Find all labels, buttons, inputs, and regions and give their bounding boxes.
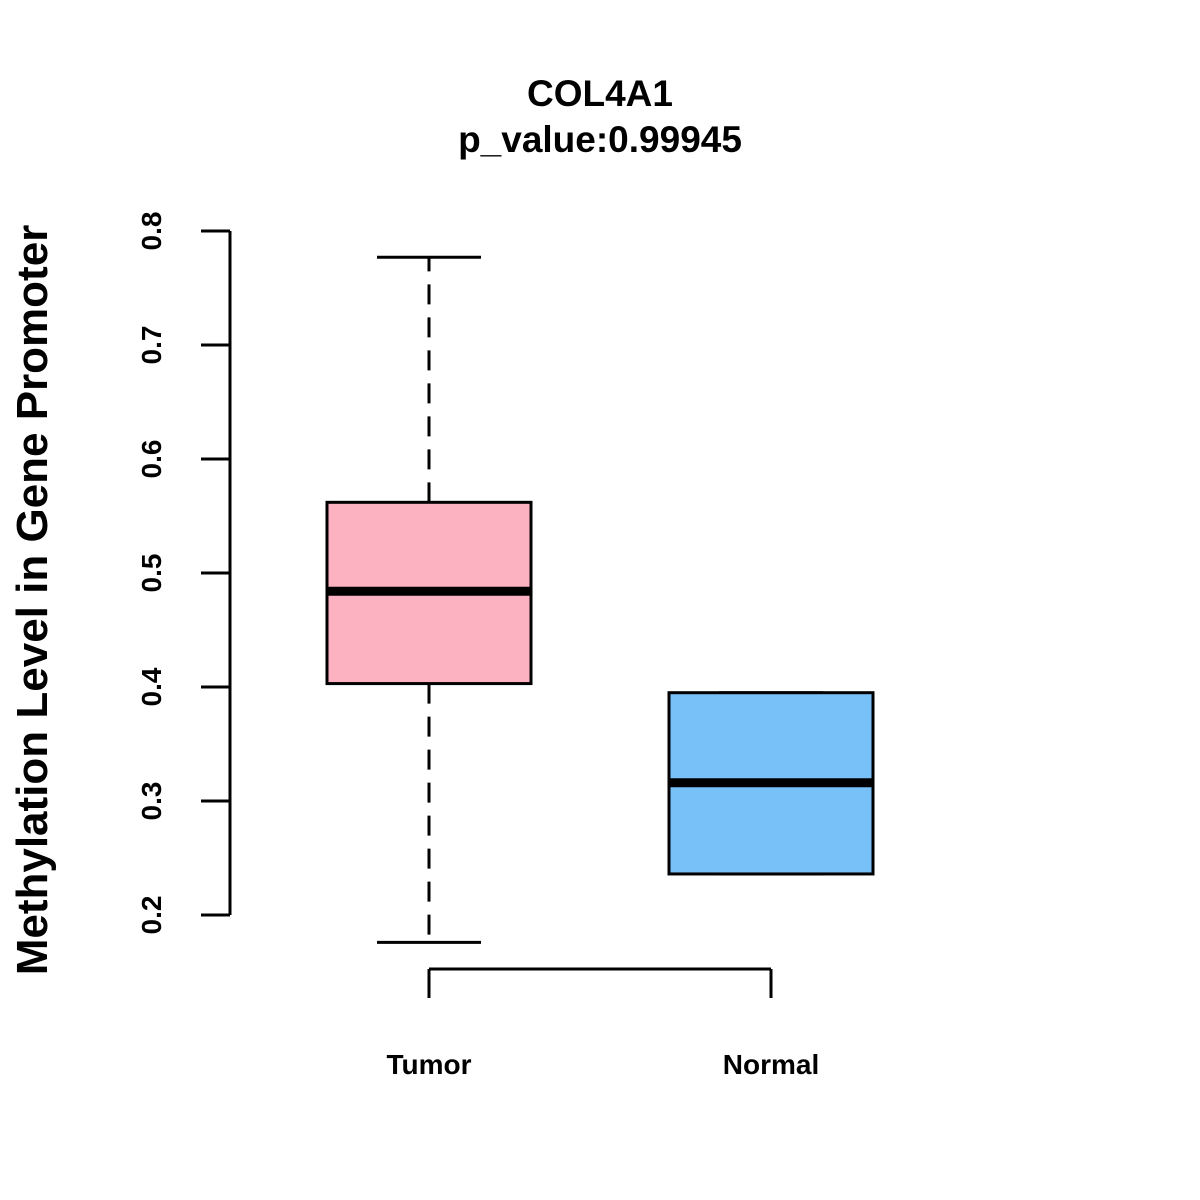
x-tick-label: Tumor: [386, 1049, 471, 1080]
boxes: [325, 255, 875, 944]
y-tick-label: 0.3: [136, 782, 167, 821]
y-tick-label: 0.7: [136, 326, 167, 365]
y-tick-label: 0.8: [136, 212, 167, 251]
y-axis: 0.2 0.3 0.4 0.5 0.6 0.7 0.8: [136, 212, 232, 935]
chart-subtitle: p_value:0.99945: [458, 119, 742, 160]
y-tick-label: 0.4: [136, 667, 167, 706]
y-tick-label: 0.5: [136, 554, 167, 593]
y-tick-label: 0.6: [136, 440, 167, 479]
y-tick-label: 0.2: [136, 896, 167, 935]
box-normal: [667, 691, 875, 876]
box-tumor: [325, 255, 533, 944]
x-axis: Tumor Normal: [386, 967, 819, 1080]
x-tick-label: Normal: [723, 1049, 819, 1080]
y-axis-label: Methylation Level in Gene Promoter: [8, 225, 57, 976]
chart-title: COL4A1: [527, 73, 673, 114]
